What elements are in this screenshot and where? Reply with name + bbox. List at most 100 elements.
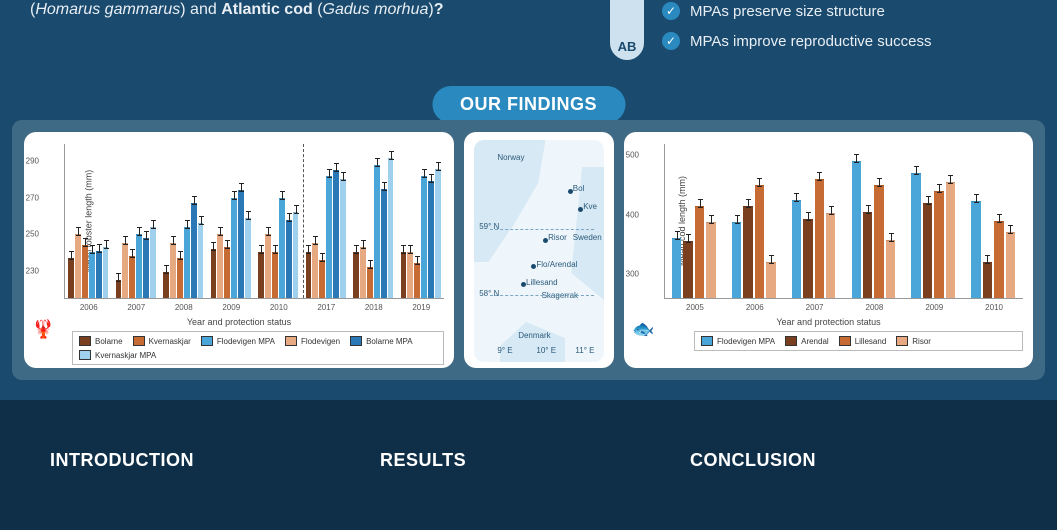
map-lon-label: 11° E: [575, 346, 594, 355]
bar: [421, 176, 427, 298]
xtick-label: 2017: [317, 303, 335, 312]
ytick-label: 290: [26, 157, 39, 166]
bar: [755, 185, 764, 298]
map-title: Norway: [497, 153, 524, 162]
legend-item: Arendal: [785, 336, 829, 346]
bar: [238, 190, 244, 298]
xtick-label: 2009: [222, 303, 240, 312]
bar: [743, 206, 752, 298]
bar: [360, 247, 366, 298]
legend-item: Bolarne: [79, 336, 123, 346]
fish-icon: 🐟: [632, 319, 654, 340]
map-panel: NorwaySwedenDenmarkSkagerrak59° N58° N9°…: [464, 132, 614, 368]
xtick-label: 2010: [270, 303, 288, 312]
map-body: NorwaySwedenDenmarkSkagerrak59° N58° N9°…: [474, 140, 604, 362]
xtick-label: 2008: [175, 303, 193, 312]
legend-swatch: [285, 336, 297, 346]
bar: [886, 240, 895, 298]
check-icon: ✓: [662, 2, 680, 20]
map-lat-line: [490, 229, 594, 230]
bar: [293, 212, 299, 298]
bar: [272, 252, 278, 298]
bar: [401, 252, 407, 298]
bar: [89, 252, 95, 298]
bar: [116, 280, 122, 298]
bar: [683, 241, 692, 298]
bar: [911, 173, 920, 298]
xtick-label: 2008: [866, 303, 884, 312]
bar: [326, 176, 332, 298]
lobster-chart-panel: Mean lobster length (mm) 230250270290 20…: [24, 132, 454, 368]
header-row: (Homarus gammarus) and Atlantic cod (Gad…: [0, 0, 1057, 60]
bar: [374, 165, 380, 298]
x-axis-label: Year and protection status: [34, 317, 444, 327]
bar: [170, 243, 176, 298]
bar: [143, 238, 149, 298]
bar: [245, 218, 251, 298]
legend-item: Kvernaskjar MPA: [79, 350, 156, 360]
legend-label: Kvernaskjar: [149, 337, 191, 346]
map-place-label: Bol: [573, 184, 585, 193]
map-lon-label: 9° E: [497, 346, 512, 355]
legend-swatch: [79, 336, 91, 346]
bar: [279, 198, 285, 298]
ytick-label: 250: [26, 230, 39, 239]
legend-item: Flodevigen: [285, 336, 340, 346]
legend: BolarneKvernaskjarFlodevigen MPAFlodevig…: [72, 331, 444, 365]
bar: [766, 262, 775, 298]
bar: [217, 234, 223, 298]
abstract-tab: AB: [610, 0, 644, 60]
bar: [82, 245, 88, 298]
bullet-text: MPAs preserve size structure: [690, 3, 885, 20]
bar: [428, 181, 434, 298]
legend-label: Flodevigen MPA: [717, 337, 775, 346]
bar: [75, 234, 81, 298]
xtick-label: 2007: [806, 303, 824, 312]
ytick-label: 270: [26, 193, 39, 202]
lobster-icon: 🦞: [32, 319, 54, 340]
check-icon: ✓: [662, 32, 680, 50]
bullet-list: ✓ MPAs preserve size structure ✓ MPAs im…: [662, 2, 931, 50]
cod-chart: Mean cod length (mm) 300400500 200520062…: [664, 144, 1023, 299]
xtick-label: 2006: [80, 303, 98, 312]
bar: [129, 256, 135, 298]
cod-chart-panel: Mean cod length (mm) 300400500 200520062…: [624, 132, 1033, 368]
xtick-label: 2005: [686, 303, 704, 312]
heading-conclusion: CONCLUSION: [690, 450, 816, 471]
bar: [150, 227, 156, 298]
legend-label: Arendal: [801, 337, 829, 346]
heading-results: RESULTS: [380, 450, 690, 471]
bar: [863, 212, 872, 298]
bar: [706, 222, 715, 298]
bar: [388, 158, 394, 298]
legend-item: Risor: [896, 336, 931, 346]
legend-swatch: [839, 336, 851, 346]
legend-item: Lillesand: [839, 336, 887, 346]
ytick-label: 400: [626, 210, 639, 219]
section-headings: INTRODUCTION RESULTS CONCLUSION: [0, 450, 1057, 471]
bar: [231, 198, 237, 298]
bar: [353, 252, 359, 298]
legend-swatch: [201, 336, 213, 346]
bullet-item: ✓ MPAs preserve size structure: [662, 2, 931, 20]
bar: [184, 227, 190, 298]
bars-container: [665, 144, 1023, 298]
map-country-label: Sweden: [573, 233, 602, 242]
bar: [163, 272, 169, 298]
bar: [96, 251, 102, 298]
legend-label: Risor: [912, 337, 931, 346]
map-lat-label: 58° N: [479, 289, 499, 298]
legend: Flodevigen MPA Arendal Lillesand Risor: [694, 331, 1023, 351]
bars-container: [65, 144, 444, 298]
bar: [732, 222, 741, 298]
bar: [367, 267, 373, 298]
map-place-label: Flo/Arendal: [536, 260, 577, 269]
bar: [407, 252, 413, 298]
findings-panel: Mean lobster length (mm) 230250270290 20…: [12, 120, 1045, 380]
bar: [826, 213, 835, 298]
bar: [265, 234, 271, 298]
legend-item: Flodevigen MPA: [701, 336, 775, 346]
map-place-label: Kve: [583, 202, 597, 211]
bullet-item: ✓ MPAs improve reproductive success: [662, 32, 931, 50]
bar: [695, 206, 704, 298]
